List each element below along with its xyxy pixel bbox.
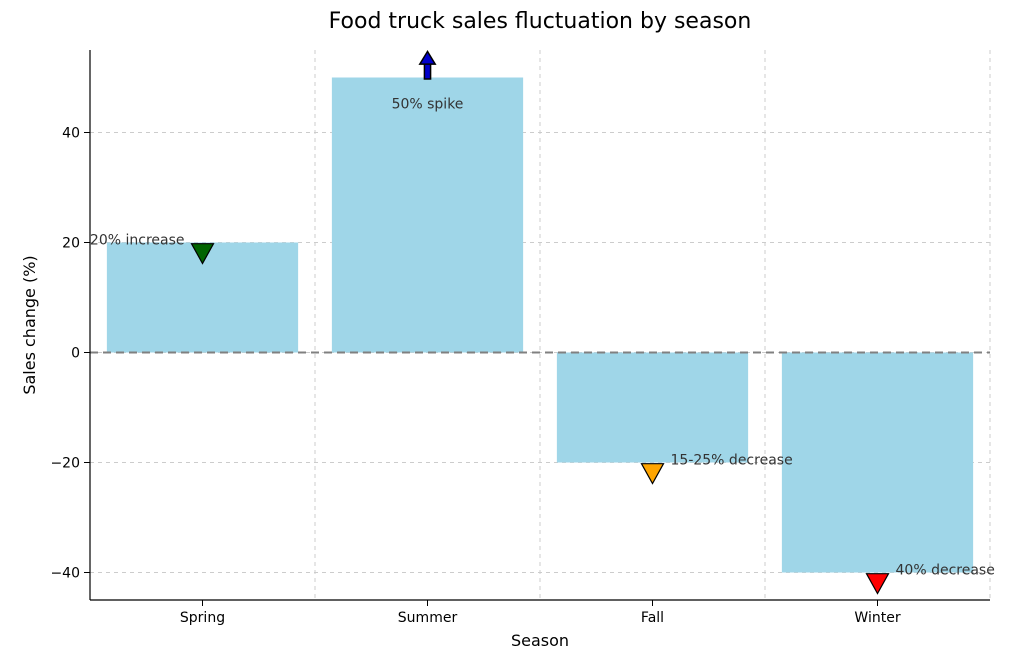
y-tick-label: −40 [50, 566, 80, 582]
x-tick-label: Summer [398, 610, 458, 626]
y-tick-label: −20 [50, 456, 80, 472]
bar [782, 353, 973, 573]
annotation-label: 15-25% decrease [671, 453, 793, 469]
x-tick-label: Fall [641, 610, 664, 626]
y-axis-label: Sales change (%) [20, 255, 39, 394]
chart-svg: 20% increase 50% spike 15-25% decrease 40% … [0, 0, 1024, 658]
y-tick-label: 20 [62, 236, 80, 252]
y-tick-label: 40 [62, 126, 80, 142]
y-tick-label: 0 [71, 346, 80, 362]
x-axis-label: Season [511, 631, 569, 650]
chart-title: Food truck sales fluctuation by season [329, 9, 752, 34]
chart-container: 20% increase 50% spike 15-25% decrease 40% … [0, 0, 1024, 658]
x-tick-label: Winter [854, 610, 900, 626]
x-tick-label: Spring [180, 610, 225, 626]
annotation-label: 40% decrease [896, 563, 995, 579]
annotation-label: 20% increase [90, 233, 185, 249]
annotation-label: 50% spike [392, 97, 464, 113]
bar [332, 78, 523, 353]
bar [557, 353, 748, 463]
